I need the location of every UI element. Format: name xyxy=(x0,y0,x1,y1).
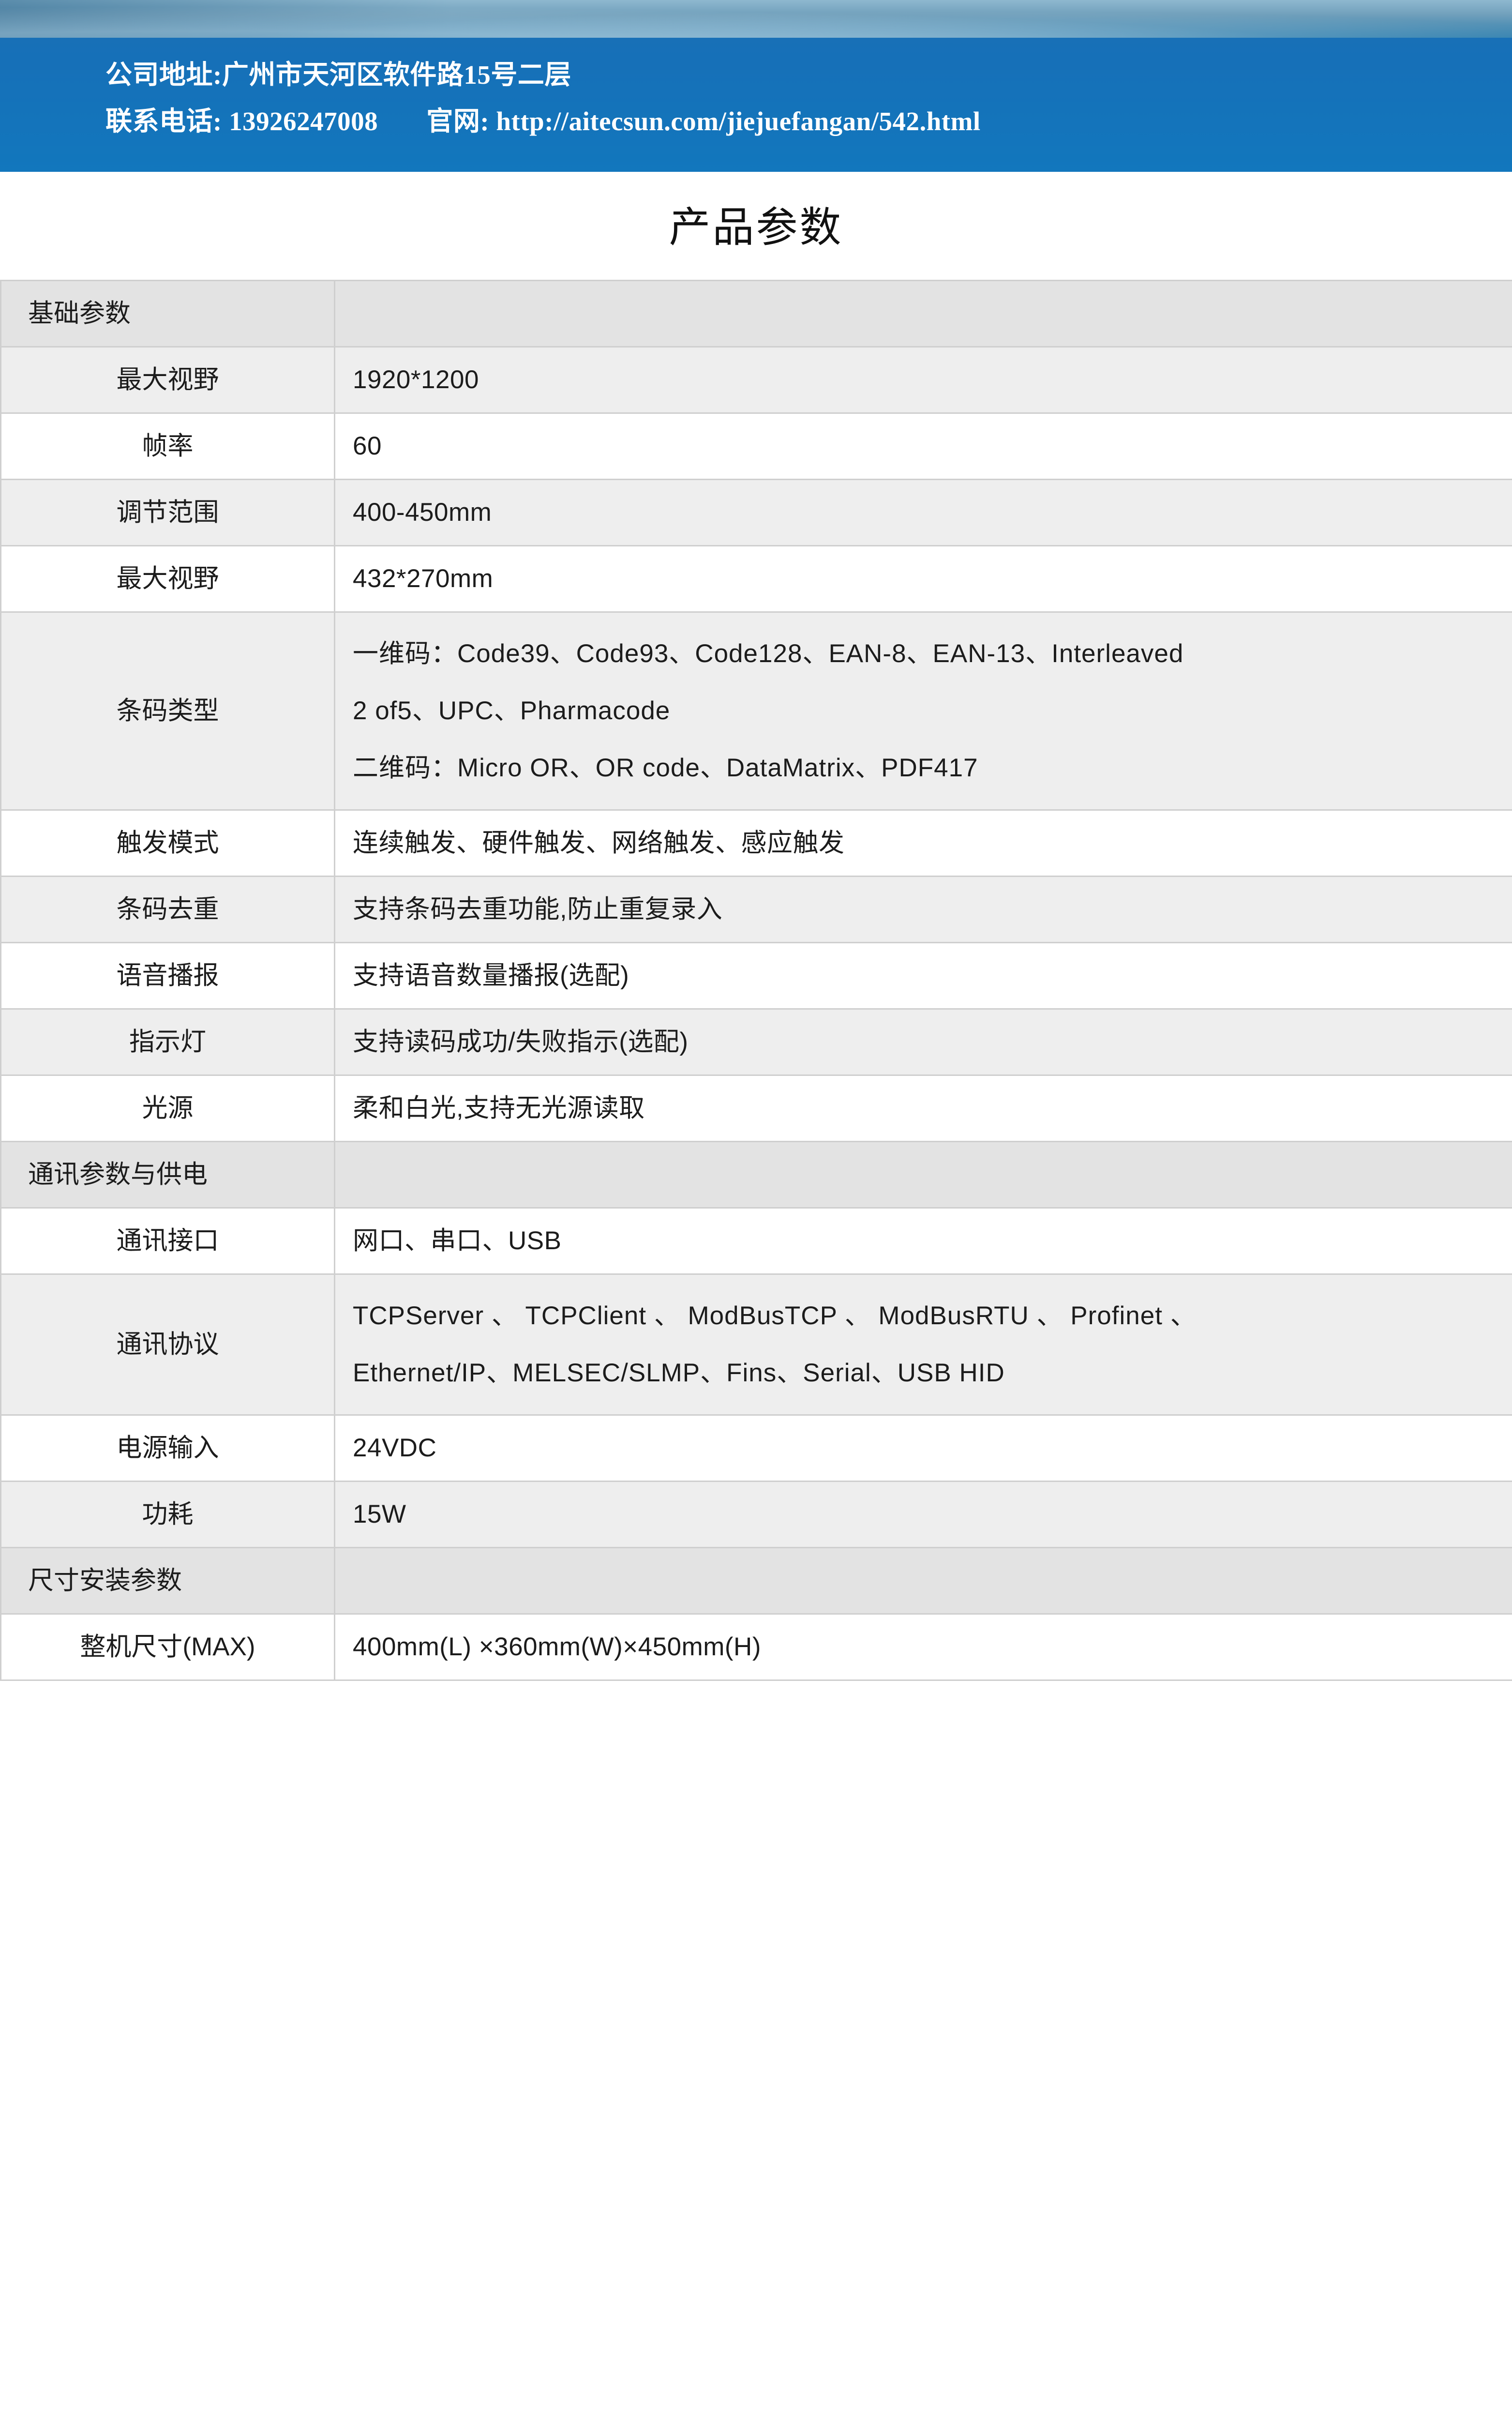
row-value: 400-450mm xyxy=(334,479,1512,546)
row-value: 400mm(L) ×360mm(W)×450mm(H) xyxy=(334,1613,1512,1681)
table-row: 最大视野 432*270mm xyxy=(0,545,1512,613)
row-value: TCPServer 、 TCPClient 、 ModBusTCP 、 ModB… xyxy=(334,1273,1512,1416)
table-row-barcode-types: 条码类型 一维码：Code39、Code93、Code128、EAN-8、EAN… xyxy=(0,611,1512,811)
banner-text-block: 公司地址:广州市天河区软件路15号二层 联系电话: 13926247008 官网… xyxy=(0,38,1512,172)
website-url[interactable]: http://aitecsun.com/jiejuefangan/542.htm… xyxy=(496,106,981,136)
company-address: 公司地址:广州市天河区软件路15号二层 xyxy=(105,60,571,90)
page-title: 产品参数 xyxy=(669,204,843,251)
row-value xyxy=(334,280,1512,348)
row-key: 触发模式 xyxy=(0,809,335,877)
table-row: 最大视野 1920*1200 xyxy=(0,346,1512,414)
value-line: TCPServer 、 TCPClient 、 ModBusTCP 、 ModB… xyxy=(353,1301,1197,1330)
row-value: 支持读码成功/失败指示(选配) xyxy=(334,1008,1512,1076)
table-row: 光源 柔和白光,支持无光源读取 xyxy=(0,1074,1512,1142)
row-key: 尺寸安装参数 xyxy=(0,1547,335,1615)
table-row: 整机尺寸(MAX) 400mm(L) ×360mm(W)×450mm(H) xyxy=(0,1613,1512,1681)
row-key: 调节范围 xyxy=(0,479,335,546)
table-row: 语音播报 支持语音数量播报(选配) xyxy=(0,942,1512,1010)
row-key: 通讯接口 xyxy=(0,1207,335,1275)
row-value: 连续触发、硬件触发、网络触发、感应触发 xyxy=(334,809,1512,877)
table-row: 功耗 15W xyxy=(0,1481,1512,1548)
row-value: 柔和白光,支持无光源读取 xyxy=(334,1074,1512,1142)
row-key: 语音播报 xyxy=(0,942,335,1010)
table-row: 通讯接口 网口、串口、USB xyxy=(0,1207,1512,1275)
row-key: 整机尺寸(MAX) xyxy=(0,1613,335,1681)
row-key: 功耗 xyxy=(0,1481,335,1548)
row-key: 基础参数 xyxy=(0,280,335,348)
table-row: 指示灯 支持读码成功/失败指示(选配) xyxy=(0,1008,1512,1076)
row-value: 1920*1200 xyxy=(334,346,1512,414)
row-value: 网口、串口、USB xyxy=(334,1207,1512,1275)
row-value: 支持条码去重功能,防止重复录入 xyxy=(334,876,1512,943)
row-key: 通讯协议 xyxy=(0,1273,335,1416)
row-key: 电源输入 xyxy=(0,1414,335,1482)
banner-photo-strip xyxy=(0,0,1512,38)
table-row: 电源输入 24VDC xyxy=(0,1414,1512,1482)
contact-phone: 联系电话: 13926247008 xyxy=(105,106,378,136)
table-row-section: 通讯参数与供电 xyxy=(0,1141,1512,1209)
row-key: 指示灯 xyxy=(0,1008,335,1076)
table-row: 触发模式 连续触发、硬件触发、网络触发、感应触发 xyxy=(0,809,1512,877)
document-page: 公司地址:广州市天河区软件路15号二层 联系电话: 13926247008 官网… xyxy=(0,0,1512,1681)
row-value xyxy=(334,1547,1512,1615)
value-line: Ethernet/IP、MELSEC/SLMP、Fins、Serial、USB … xyxy=(353,1359,1005,1387)
value-line: 2 of5、UPC、Pharmacode xyxy=(353,696,671,725)
row-key: 条码去重 xyxy=(0,876,335,943)
value-line: 一维码：Code39、Code93、Code128、EAN-8、EAN-13、I… xyxy=(353,639,1184,668)
row-value: 支持语音数量播报(选配) xyxy=(334,942,1512,1010)
website-label: 官网: xyxy=(426,106,490,136)
row-key: 光源 xyxy=(0,1074,335,1142)
row-key: 条码类型 xyxy=(0,611,335,811)
row-value: 60 xyxy=(334,412,1512,480)
product-spec-table: 基础参数 最大视野 1920*1200 帧率 60 调节范围 400-450mm… xyxy=(0,280,1512,1681)
row-value xyxy=(334,1141,1512,1209)
contact-banner: 公司地址:广州市天河区软件路15号二层 联系电话: 13926247008 官网… xyxy=(0,0,1512,172)
table-row: 条码去重 支持条码去重功能,防止重复录入 xyxy=(0,876,1512,943)
row-key: 最大视野 xyxy=(0,545,335,613)
value-line: 二维码：Micro OR、OR code、DataMatrix、PDF417 xyxy=(353,754,978,782)
row-key: 最大视野 xyxy=(0,346,335,414)
contact-row: 联系电话: 13926247008 官网: http://aitecsun.co… xyxy=(105,104,1512,139)
row-value: 24VDC xyxy=(334,1414,1512,1482)
table-row-section: 基础参数 xyxy=(0,280,1512,348)
row-value: 432*270mm xyxy=(334,545,1512,613)
row-value: 15W xyxy=(334,1481,1512,1548)
row-key: 通讯参数与供电 xyxy=(0,1141,335,1209)
table-row-section: 尺寸安装参数 xyxy=(0,1547,1512,1615)
table-row: 调节范围 400-450mm xyxy=(0,479,1512,546)
row-key: 帧率 xyxy=(0,412,335,480)
table-row: 帧率 60 xyxy=(0,412,1512,480)
row-value: 一维码：Code39、Code93、Code128、EAN-8、EAN-13、I… xyxy=(334,611,1512,811)
table-row-protocols: 通讯协议 TCPServer 、 TCPClient 、 ModBusTCP 、… xyxy=(0,1273,1512,1416)
